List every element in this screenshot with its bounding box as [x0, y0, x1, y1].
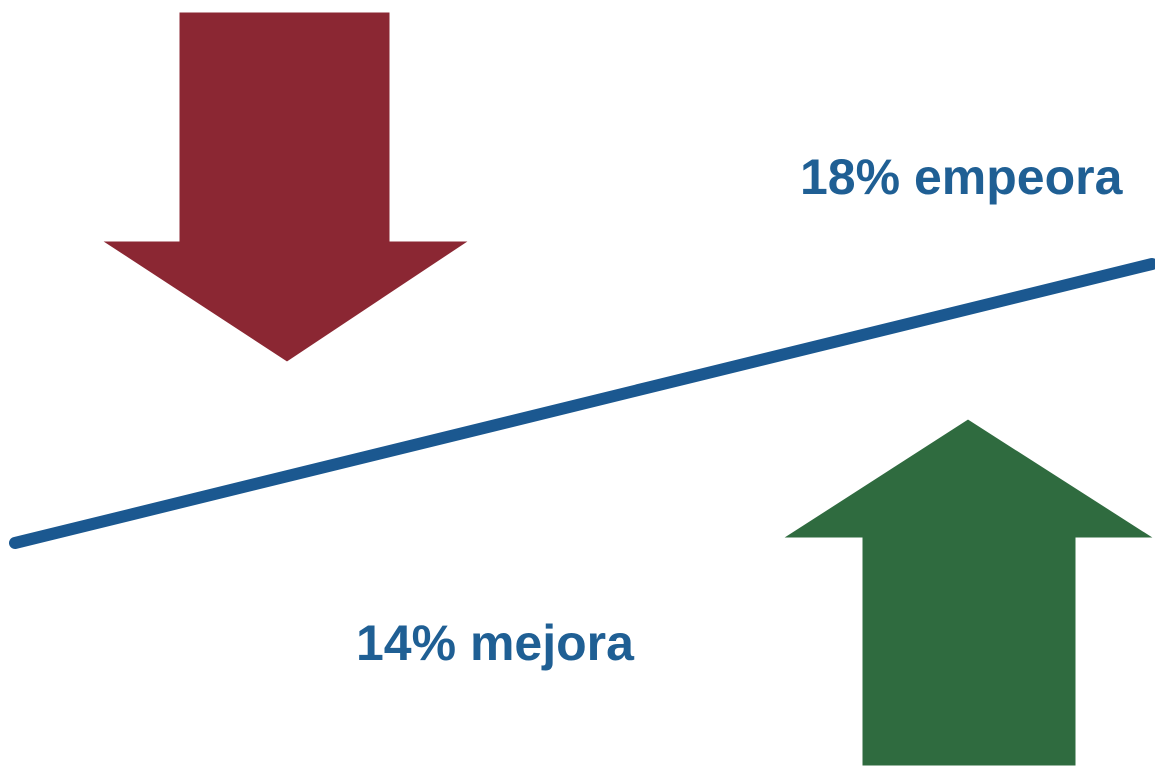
worse-percentage-label: 18% empeora [800, 149, 1123, 205]
down-arrow-icon [100, 11, 471, 363]
up-arrow-icon [781, 418, 1155, 767]
better-percentage-label: 14% mejora [356, 615, 634, 671]
trend-line [9, 258, 1155, 549]
